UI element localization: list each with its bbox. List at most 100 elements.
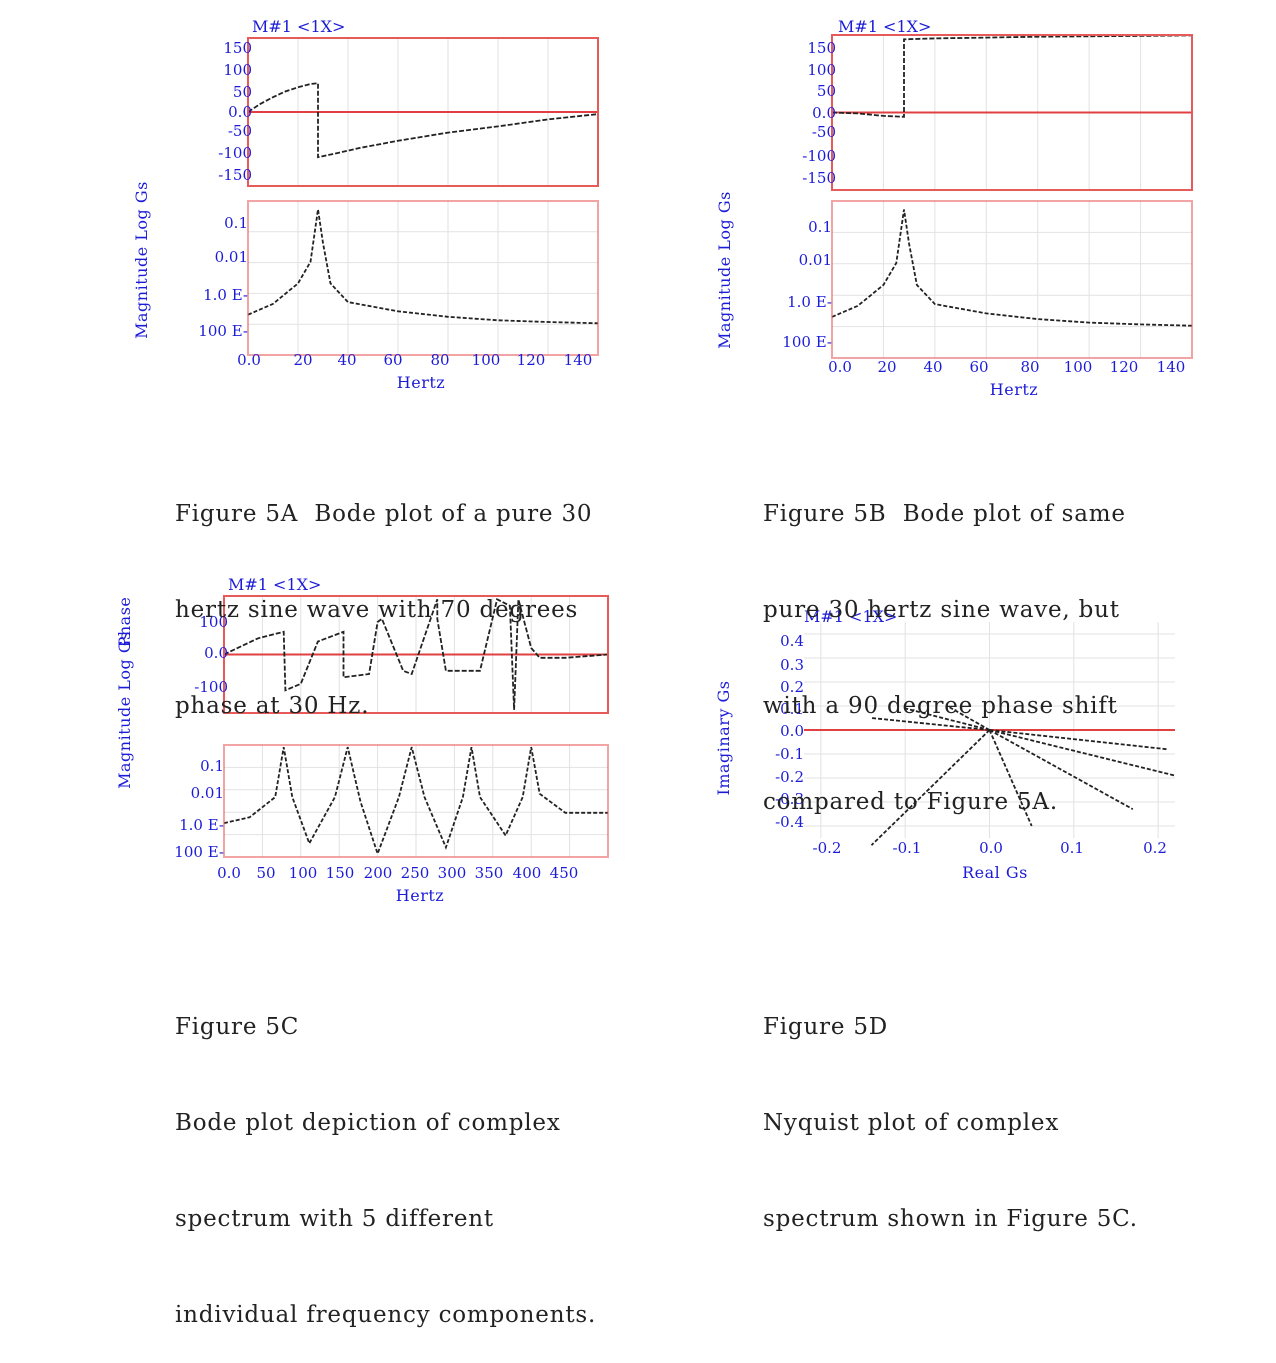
- x-tick-label: 140: [1157, 358, 1186, 376]
- magnitude-tick-label: 100 E-: [198, 322, 248, 340]
- x-axis-label-5b: Hertz: [990, 380, 1038, 399]
- x-tick-label: -0.2: [813, 839, 842, 857]
- x-tick-label: 140: [564, 351, 593, 369]
- phase-panel-5c: [223, 595, 609, 714]
- magnitude-panel-5c: [223, 744, 609, 858]
- x-tick-label: 60: [969, 358, 988, 376]
- nyquist-trace-6: [904, 707, 990, 731]
- caption-line: phase at 30 Hz.: [175, 693, 370, 719]
- caption-5d: Figure 5D Nyquist plot of complex spectr…: [763, 947, 1138, 1267]
- x-tick-label: 350: [475, 864, 504, 882]
- magnitude-panel-5a: [247, 200, 599, 356]
- phase-tick-label: 100: [199, 613, 228, 631]
- nyquist-trace-8: [988, 729, 1033, 827]
- x-tick-label: -0.1: [893, 839, 922, 857]
- x-tick-label: 100: [289, 864, 318, 882]
- y-tick-label: -0.1: [775, 745, 804, 763]
- magnitude-tick-label: 0.01: [191, 784, 224, 802]
- phase-tick-label: -50: [228, 122, 252, 140]
- caption-line: compared to Figure 5A.: [763, 789, 1058, 815]
- magnitude-tick-label: 0.1: [808, 218, 832, 236]
- magnitude-trace-5b: [831, 209, 1193, 327]
- chart-header-5d: M#1 <1X>: [804, 607, 897, 626]
- nyquist-trace-7: [946, 705, 990, 731]
- y-tick-label: -0.4: [775, 813, 804, 831]
- caption-line: Figure 5A Bode plot of a pure 30: [175, 501, 593, 527]
- phase-tick-label: 100: [807, 61, 836, 79]
- phase-tick-label: 0.0: [204, 644, 228, 662]
- x-tick-label: 40: [337, 351, 356, 369]
- caption-line: individual frequency components.: [175, 1302, 597, 1328]
- phase-tick-label: 100: [223, 61, 252, 79]
- x-tick-label: 40: [923, 358, 942, 376]
- magnitude-tick-label: 1.0 E-: [787, 293, 832, 311]
- magnitude-panel-5b: [831, 200, 1193, 359]
- y-tick-label: 0.0: [780, 722, 804, 740]
- phase-tick-label: -50: [812, 123, 836, 141]
- x-tick-label: 0.0: [237, 351, 261, 369]
- x-tick-label: 0.0: [828, 358, 852, 376]
- y-axis-label-5b: Magnitude Log Gs: [715, 191, 734, 349]
- caption-line: with a 90 degree phase shift: [763, 693, 1118, 719]
- y-tick-label: 0.1: [780, 700, 804, 718]
- chart-header-5b: M#1 <1X>: [838, 17, 931, 36]
- nyquist-trace-5: [871, 717, 990, 731]
- x-tick-label: 150: [326, 864, 355, 882]
- magnitude-tick-label: 0.01: [799, 251, 832, 269]
- magnitude-tick-label: 1.0 E-: [203, 286, 248, 304]
- phase-tick-label: 150: [223, 39, 252, 57]
- caption-5b: Figure 5B Bode plot of same pure 30 hert…: [763, 434, 1126, 850]
- phase-tick-label: -100: [218, 144, 252, 162]
- y-tick-label: 0.4: [780, 632, 804, 650]
- y-tick-label: 0.3: [780, 656, 804, 674]
- x-tick-label: 0.0: [217, 864, 241, 882]
- x-tick-label: 450: [550, 864, 579, 882]
- magnitude-tick-label: 0.01: [215, 248, 248, 266]
- phase-axis-label-5c: Phase: [115, 597, 134, 648]
- magnitude-trace-5c: [223, 746, 608, 857]
- phase-tick-label: 0.0: [228, 103, 252, 121]
- phase-tick-label: -100: [194, 678, 228, 696]
- y-tick-label: 0.2: [780, 678, 804, 696]
- phase-tick-label: -150: [218, 166, 252, 184]
- phase-panel-5a: [247, 37, 599, 187]
- x-tick-label: 0.0: [979, 839, 1003, 857]
- x-tick-label: 200: [364, 864, 393, 882]
- x-tick-label: 400: [513, 864, 542, 882]
- phase-tick-label: 50: [817, 82, 836, 100]
- x-tick-label: 20: [293, 351, 312, 369]
- caption-5c: Figure 5C Bode plot depiction of complex…: [175, 947, 596, 1363]
- phase-trace-5c: [223, 597, 609, 710]
- caption-line: pure 30 hertz sine wave, but: [763, 597, 1120, 623]
- caption-line: Figure 5D: [763, 1014, 889, 1040]
- x-tick-label: 80: [1020, 358, 1039, 376]
- y-axis-label-5d: Imaginary Gs: [714, 681, 733, 796]
- phase-tick-label: -100: [802, 147, 836, 165]
- chart-header-5c: M#1 <1X>: [228, 575, 321, 594]
- caption-5a: Figure 5A Bode plot of a pure 30 hertz s…: [175, 434, 592, 754]
- y-tick-label: -0.3: [775, 790, 804, 808]
- phase-trace-5a: [247, 82, 599, 159]
- phase-tick-label: 150: [807, 39, 836, 57]
- caption-line: spectrum shown in Figure 5C.: [763, 1206, 1138, 1232]
- phase-tick-label: 50: [233, 83, 252, 101]
- caption-line: Bode plot depiction of complex: [175, 1110, 561, 1136]
- magnitude-tick-label: 1.0 E-: [179, 816, 224, 834]
- x-tick-label: 250: [401, 864, 430, 882]
- x-tick-label: 20: [877, 358, 896, 376]
- x-tick-label: 100: [472, 351, 501, 369]
- caption-line: Figure 5C: [175, 1014, 300, 1040]
- x-tick-label: 100: [1064, 358, 1093, 376]
- x-tick-label: 120: [517, 351, 546, 369]
- caption-line: Figure 5B Bode plot of same: [763, 501, 1126, 527]
- caption-line: spectrum with 5 different: [175, 1206, 494, 1232]
- phase-tick-label: 0.0: [812, 104, 836, 122]
- y-tick-label: -0.2: [775, 768, 804, 786]
- nyquist-trace-1: [870, 729, 991, 846]
- x-tick-label: 60: [383, 351, 402, 369]
- y-axis-label-5a: Magnitude Log Gs: [132, 181, 151, 339]
- x-tick-label: 0.2: [1143, 839, 1167, 857]
- x-axis-label-5c: Hertz: [396, 886, 444, 905]
- phase-trace-5b: [831, 34, 1193, 118]
- chart-header-5a: M#1 <1X>: [252, 17, 345, 36]
